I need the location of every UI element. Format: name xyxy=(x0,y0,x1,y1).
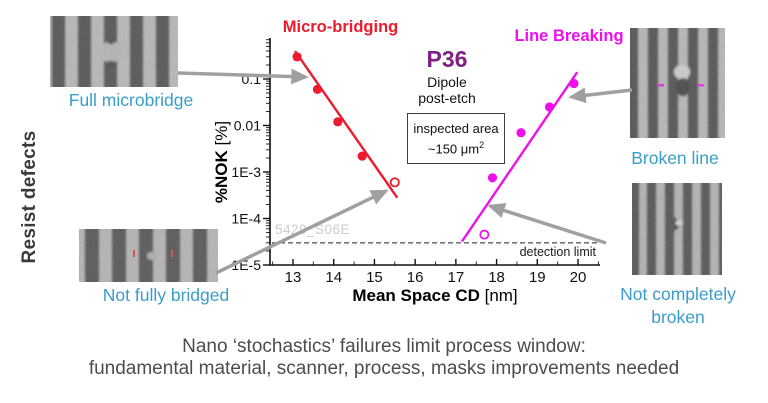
y-tick-label: 1E-4 xyxy=(231,211,261,227)
inspected-area-line2: ~150 μm2 xyxy=(427,140,485,157)
callout-arrow xyxy=(215,189,389,275)
x-axis-label-unit: [nm] xyxy=(479,286,518,305)
x-axis-label-main: Mean Space CD xyxy=(352,286,480,305)
data-point-micro-bridging xyxy=(312,84,323,94)
trend-line-line-breaking xyxy=(460,71,579,243)
sem-graphic xyxy=(79,229,218,282)
condition-subtitle-line2: post-etch xyxy=(418,90,476,106)
data-point-micro-bridging xyxy=(389,177,400,188)
y-axis-label-main: %NOK xyxy=(212,150,231,204)
sem-graphic xyxy=(630,28,725,138)
x-tick-label: 19 xyxy=(529,269,546,286)
x-tick-label: 17 xyxy=(448,269,465,286)
caption-line: Not completely xyxy=(620,284,736,304)
footer-message: Nano ‘stochastics’ failures limit proces… xyxy=(0,336,768,379)
sem-graphic xyxy=(632,183,722,275)
y-tick-label: 0.01 xyxy=(234,118,261,134)
data-point-line-breaking xyxy=(516,128,526,138)
x-tick-label: 18 xyxy=(488,269,505,286)
x-axis-label: Mean Space CD [nm] xyxy=(295,286,575,306)
superscript: 2 xyxy=(479,140,485,150)
data-point-line-breaking xyxy=(569,78,579,89)
footer-line1: Nano ‘stochastics’ failures limit proces… xyxy=(182,336,586,357)
footer-line2: fundamental material, scanner, process, … xyxy=(88,357,680,379)
watermark: 5429_S06E xyxy=(275,222,351,237)
x-tick-label: 13 xyxy=(285,269,302,286)
data-point-micro-bridging xyxy=(333,117,343,127)
callout-arrow xyxy=(177,68,309,85)
series-title-line-breaking: Line Breaking xyxy=(514,27,624,45)
x-tick-label: 16 xyxy=(407,269,424,286)
detection-limit-label: detection limit xyxy=(519,245,596,259)
sem-image-not-fully-bridged xyxy=(79,229,218,282)
resist-defects-label: Resist defects xyxy=(19,130,40,264)
y-axis-label-unit: [%] xyxy=(212,120,231,151)
caption-not-completely-broken: Not completely broken xyxy=(603,283,753,329)
x-tick-label: 15 xyxy=(366,269,383,286)
caption-full-microbridge: Full microbridge xyxy=(68,90,194,110)
data-point-line-breaking xyxy=(544,102,555,112)
sem-image-not-completely-broken xyxy=(632,183,722,275)
caption-line: broken xyxy=(651,307,705,327)
y-tick-label: 1E-3 xyxy=(231,164,261,180)
sem-image-full-microbridge xyxy=(50,16,178,87)
data-point-line-breaking xyxy=(479,229,490,240)
condition-title: P36 xyxy=(426,46,468,72)
series-title-micro-bridging: Micro-bridging xyxy=(282,18,399,36)
y-axis-label: %NOK [%] xyxy=(212,80,232,244)
sem-graphic xyxy=(50,16,178,87)
callout-arrow xyxy=(487,202,607,245)
data-point-micro-bridging xyxy=(357,151,367,161)
condition-subtitle: Dipole post-etch xyxy=(401,74,493,106)
inspected-area-line1: inspected area xyxy=(413,121,499,136)
caption-broken-line: Broken line xyxy=(631,148,719,168)
data-point-line-breaking xyxy=(487,173,498,183)
callout-arrow xyxy=(568,87,633,104)
x-tick-label: 20 xyxy=(570,269,587,286)
x-tick-label: 14 xyxy=(325,269,342,286)
inspected-area-box: inspected area ~150 μm2 xyxy=(407,113,505,165)
trend-line-micro-bridging xyxy=(294,50,399,199)
data-point-micro-bridging xyxy=(292,52,302,62)
sem-image-broken-line xyxy=(630,28,725,138)
caption-not-fully-bridged: Not fully bridged xyxy=(102,285,230,305)
condition-subtitle-line1: Dipole xyxy=(427,74,467,90)
